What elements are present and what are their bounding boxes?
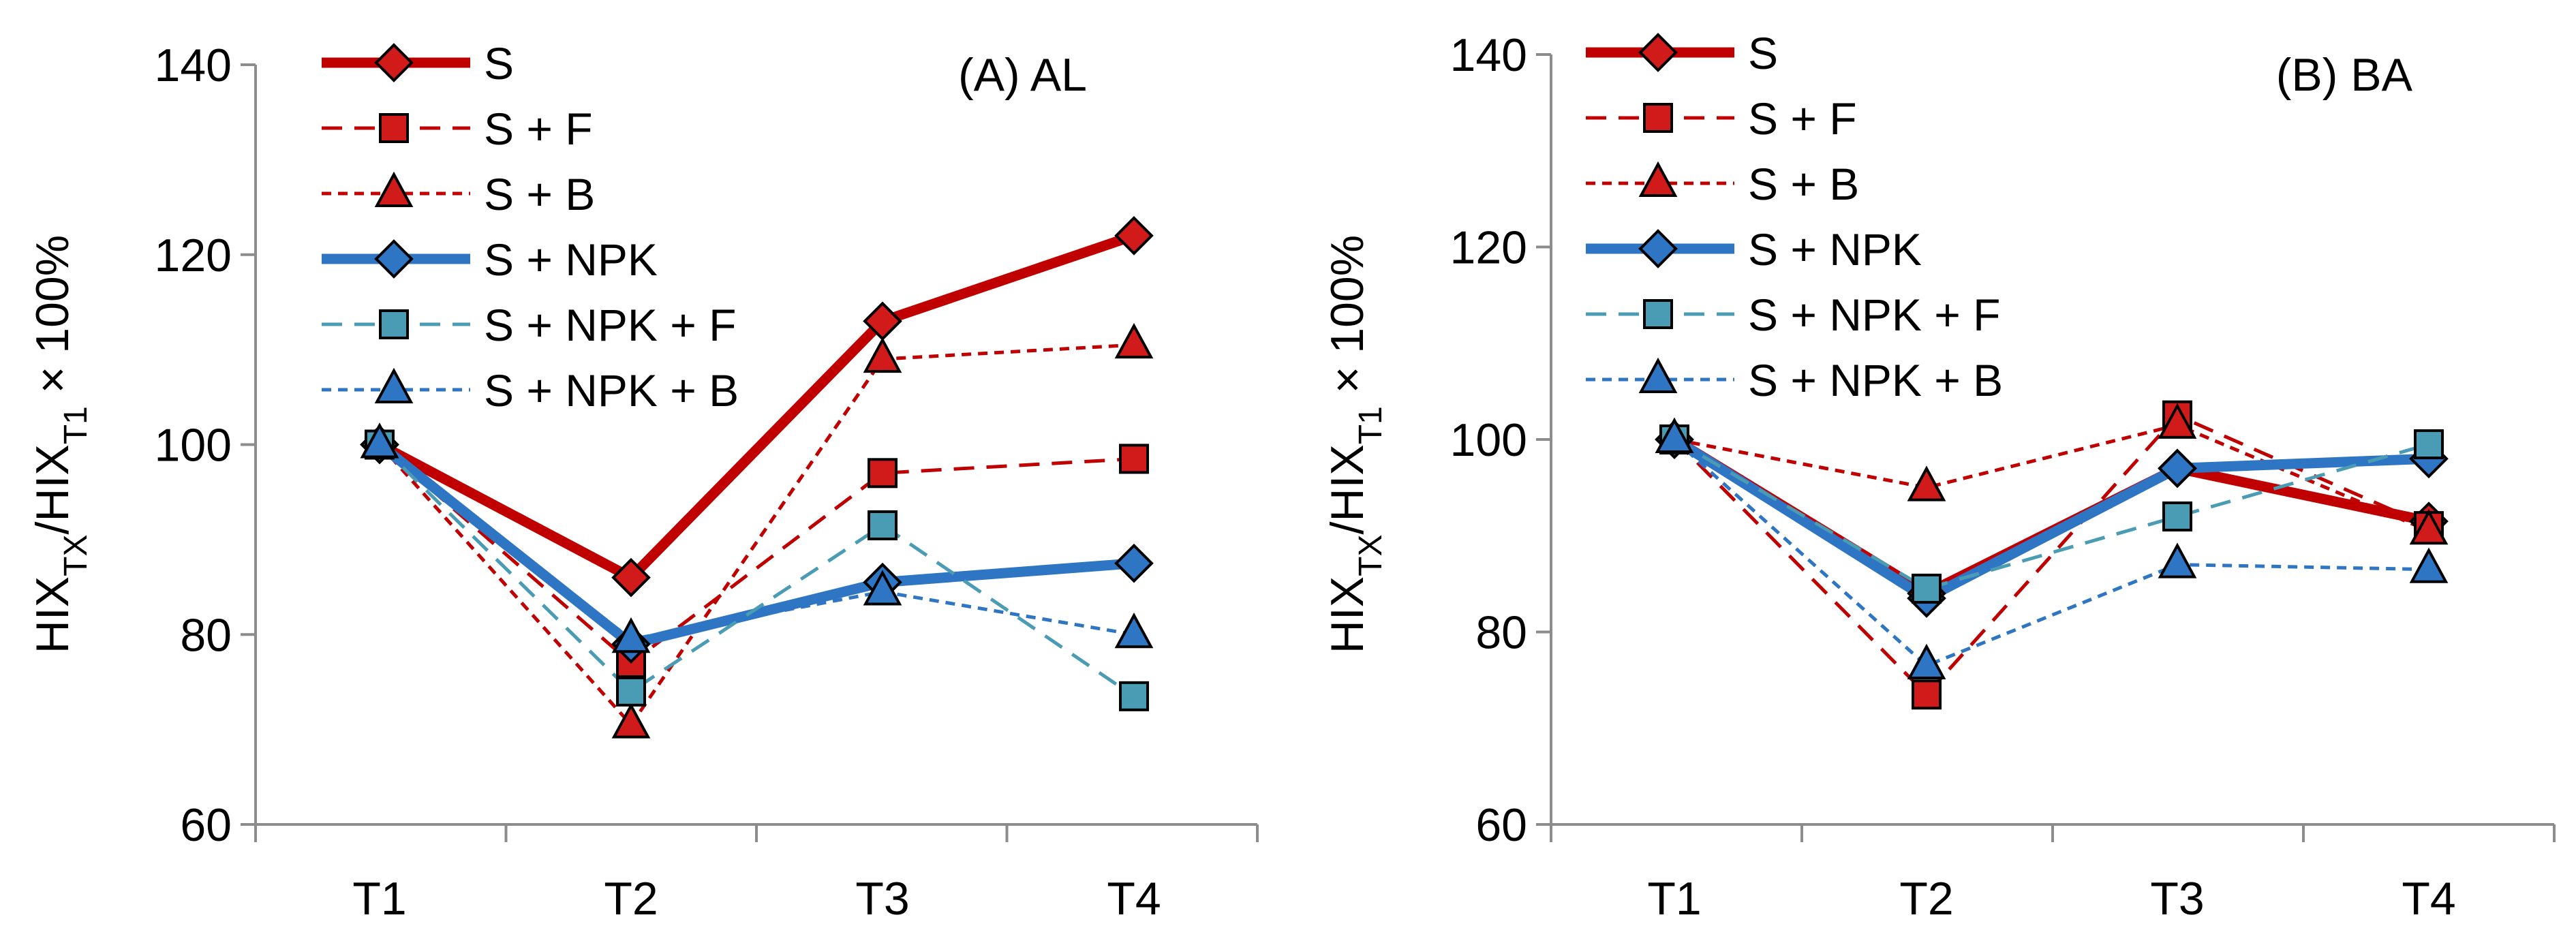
legend-marker [1638, 33, 1678, 72]
series-line [1673, 414, 2430, 696]
legend-marker [1638, 161, 1678, 197]
legend-marker [379, 309, 409, 339]
data-point-marker [611, 557, 651, 598]
data-point-marker [1119, 681, 1149, 711]
legend-marker [1643, 299, 1673, 329]
x-tick-label: T1 [1647, 873, 1701, 925]
legend-marker [374, 367, 414, 403]
legend-label: S + NPK + B [484, 365, 739, 416]
legend: S S + F S + B S + NPK S + NPK + F S + NPK + B [322, 38, 739, 416]
data-point-marker [868, 510, 898, 540]
data-point-marker [1114, 543, 1154, 583]
x-tick-label: T3 [855, 873, 909, 925]
x-tick-label: T2 [604, 873, 658, 925]
data-point-marker [2158, 448, 2197, 489]
legend-marker [374, 171, 414, 207]
data-point-marker [1114, 216, 1154, 256]
data-point-marker [2158, 403, 2197, 439]
series-line [378, 443, 1135, 641]
y-axis-label: HIXTX/HIXT1 × 100% [1321, 235, 1389, 653]
series-line [376, 440, 1135, 649]
chart-panel: 60 80 100 120 140 T1 T2 T3 T4 (B) BA HIXTX/HIXT1 ×… [1321, 28, 2556, 925]
legend-marker [1638, 357, 1678, 393]
legend-label: S + NPK + B [1748, 355, 2003, 405]
x-tick-label: T4 [1107, 873, 1161, 925]
x-tick-label: T4 [2402, 873, 2455, 925]
y-tick-label: 140 [1450, 29, 1527, 81]
data-point-marker [616, 676, 646, 707]
legend-label: S + NPK [1748, 224, 1922, 275]
data-point-marker [863, 337, 902, 373]
data-point-marker [1114, 322, 1154, 359]
legend-marker [1638, 229, 1678, 268]
data-point-marker [2414, 429, 2444, 460]
y-tick-label: 80 [180, 609, 232, 661]
data-point-marker [1114, 613, 1154, 649]
y-tick-label: 140 [155, 40, 232, 91]
legend-marker [1643, 103, 1673, 133]
data-point-marker [360, 422, 399, 459]
data-point-marker [611, 702, 651, 739]
legend-label: S + NPK + F [484, 300, 736, 350]
chart-title: (B) BA [2276, 49, 2413, 101]
legend-label: S + F [484, 104, 593, 154]
y-tick-label: 80 [1475, 607, 1527, 659]
legend-label: S + NPK + F [1748, 290, 2000, 340]
y-tick-label: 120 [155, 230, 232, 281]
series-line [1673, 438, 2429, 668]
legend-label: S [1748, 28, 1778, 78]
y-tick-label: 100 [155, 420, 232, 472]
data-point-marker [1907, 643, 1946, 679]
legend-label: S + B [1748, 159, 1859, 209]
y-tick-label: 60 [1475, 799, 1527, 851]
data-point-marker [1119, 444, 1149, 474]
series-line [1673, 437, 2429, 591]
legend: S S + F S + B S + NPK S + NPK + F S + NPK + B [1586, 28, 2003, 405]
series-line [377, 230, 1136, 583]
series-line [378, 443, 1135, 698]
data-point-marker [863, 570, 902, 606]
data-point-marker [868, 458, 898, 489]
y-tick-label: 120 [1450, 222, 1527, 274]
legend-label: S + B [484, 169, 595, 219]
data-point-marker [2158, 542, 2197, 578]
y-axis-label: HIXTX/HIXT1 × 100% [27, 235, 94, 653]
legend-marker [379, 113, 409, 143]
x-tick-label: T1 [352, 873, 406, 925]
series-line [1672, 435, 2429, 604]
chart-panel: 60 80 100 120 140 T1 T2 T3 T4 (A) AL HIXTX/HIXT1 ×… [27, 38, 1259, 925]
data-point-marker [2162, 501, 2192, 531]
data-point-marker [1907, 465, 1946, 501]
x-tick-label: T2 [1899, 873, 1953, 925]
data-point-marker [1655, 417, 1694, 453]
legend-label: S [484, 38, 514, 89]
chart-title: (A) AL [958, 49, 1087, 101]
legend-label: S + F [1748, 93, 1857, 144]
series-line [378, 443, 1135, 665]
legend-marker [374, 239, 414, 279]
data-point-marker [2409, 508, 2449, 545]
x-tick-label: T3 [2150, 873, 2204, 925]
legend-label: S + NPK [484, 234, 658, 285]
y-tick-label: 60 [180, 799, 232, 851]
data-point-marker [611, 617, 651, 653]
data-point-marker [2409, 547, 2449, 583]
y-tick-label: 100 [1450, 414, 1527, 466]
data-point-marker [1912, 573, 1942, 604]
legend-marker [374, 43, 414, 82]
data-point-marker [1912, 679, 1942, 710]
series-line [378, 343, 1135, 727]
